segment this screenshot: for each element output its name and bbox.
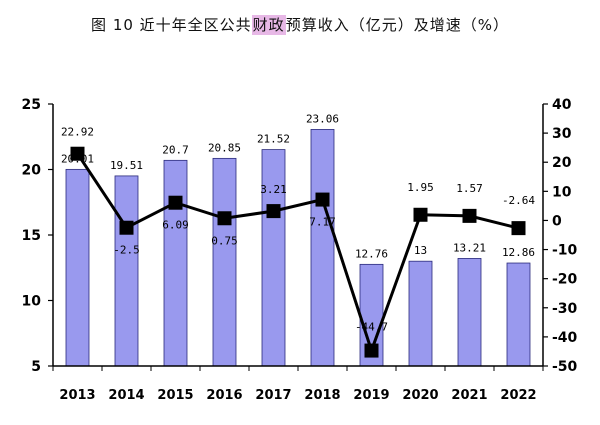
bar-2014 — [114, 175, 139, 367]
left-tick-15: 15 — [22, 228, 41, 244]
growth-point-2021 — [462, 208, 477, 223]
growth-point-2022 — [511, 221, 526, 236]
growth-point-2020 — [413, 207, 428, 222]
bar-label-2019: 12.76 — [355, 247, 388, 260]
growth-label-2022: -2.64 — [502, 194, 535, 207]
growth-point-2015 — [168, 195, 183, 210]
left-tick-20: 20 — [22, 163, 42, 179]
growth-label-2014: -2.5 — [113, 244, 140, 257]
growth-label-2019: -44.7 — [355, 321, 388, 334]
bar-label-2017: 21.52 — [257, 133, 290, 146]
title-highlight: 财政 — [251, 15, 286, 35]
growth-label-2018: 7.17 — [309, 216, 336, 229]
right-tick-40: 40 — [552, 97, 572, 113]
right-tick-10: 10 — [552, 184, 572, 200]
x-tick-2020: 2020 — [402, 388, 438, 403]
bar-2013 — [65, 168, 90, 367]
bar-label-2021: 13.21 — [453, 241, 486, 254]
growth-label-2016: 0.75 — [211, 234, 238, 247]
title-prefix: 图 10 近十年全区公共 — [91, 16, 252, 34]
bar-label-2022: 12.86 — [502, 246, 535, 259]
growth-label-2013: 22.92 — [61, 126, 94, 139]
bar-2018 — [310, 129, 335, 367]
growth-point-2019 — [364, 343, 379, 358]
right-tick--30: -30 — [552, 301, 578, 317]
bar-2016 — [212, 157, 237, 367]
x-tick-2015: 2015 — [157, 388, 193, 403]
bar-label-2016: 20.85 — [208, 141, 241, 154]
left-tick-10: 10 — [22, 294, 42, 310]
growth-point-2017 — [266, 204, 281, 219]
bar-2020 — [408, 260, 433, 367]
bar-label-2013: 20.01 — [61, 152, 94, 165]
x-tick-2021: 2021 — [451, 388, 487, 403]
bar-2015 — [163, 159, 188, 367]
bar-label-2014: 19.51 — [110, 159, 143, 172]
growth-rate-line — [76, 152, 519, 356]
x-tick-2016: 2016 — [206, 388, 242, 403]
right-tick-30: 30 — [552, 126, 572, 142]
x-tick-2014: 2014 — [108, 388, 144, 403]
bar-label-2020: 13 — [414, 244, 427, 257]
right-tick--10: -10 — [552, 243, 578, 259]
x-tick-2013: 2013 — [59, 388, 95, 403]
left-tick-25: 25 — [22, 97, 41, 113]
growth-point-2016 — [217, 211, 232, 226]
bar-2021 — [457, 258, 482, 367]
right-tick--40: -40 — [552, 330, 578, 346]
growth-point-2018 — [315, 192, 330, 207]
right-tick--20: -20 — [552, 272, 578, 288]
growth-label-2021: 1.57 — [456, 182, 483, 195]
chart-title: 图 10 近十年全区公共财政预算收入（亿元）及增速（%） — [0, 14, 600, 35]
bar-label-2015: 20.7 — [162, 143, 189, 156]
left-tick-5: 5 — [31, 359, 41, 375]
title-suffix: 预算收入（亿元）及增速（%） — [285, 16, 509, 34]
x-tick-2019: 2019 — [353, 388, 389, 403]
x-tick-2017: 2017 — [255, 388, 291, 403]
growth-point-2013 — [70, 146, 85, 161]
x-tick-2022: 2022 — [500, 388, 536, 403]
growth-label-2017: 3.21 — [260, 183, 287, 196]
growth-label-2015: 6.09 — [162, 219, 189, 232]
right-tick-0: 0 — [552, 213, 562, 229]
bar-label-2018: 23.06 — [306, 112, 339, 125]
right-tick--50: -50 — [552, 359, 578, 375]
right-tick-20: 20 — [552, 155, 572, 171]
bar-2022 — [506, 262, 531, 367]
bar-2017 — [261, 149, 286, 367]
growth-point-2014 — [119, 220, 134, 235]
x-tick-2018: 2018 — [304, 388, 340, 403]
growth-label-2020: 1.95 — [407, 181, 434, 194]
